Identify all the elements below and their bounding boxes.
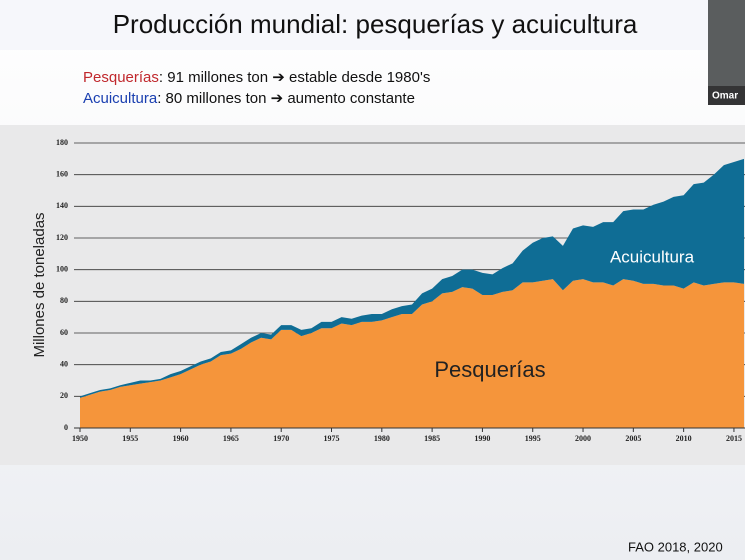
y-tick-label: 100 <box>56 264 68 273</box>
y-axis-label: Millones de toneladas <box>31 212 48 357</box>
y-tick-label: 140 <box>56 201 68 210</box>
source: FAO 2018, 2020 <box>628 539 723 554</box>
y-tick-label: 20 <box>60 391 68 400</box>
annotation-label: Acuicultura <box>83 90 158 107</box>
annotation: Acuicultura: 80 millones ton ➔ aumento c… <box>83 90 415 107</box>
y-tick-label: 120 <box>56 233 68 242</box>
y-tick-label: 160 <box>56 169 68 178</box>
series-label: Pesquerías <box>434 357 545 382</box>
page: {"chart_data": { "type": "area", "stacke… <box>0 0 745 560</box>
x-tick-label: 1990 <box>474 434 490 443</box>
x-tick-label: 2000 <box>575 434 591 443</box>
x-tick-label: 1975 <box>324 434 340 443</box>
x-tick-label: 1965 <box>223 434 239 443</box>
x-tick-label: 1995 <box>525 434 541 443</box>
annotation-text: : 91 millones ton ➔ estable desde 1980's <box>159 69 430 86</box>
y-tick-label: 0 <box>64 423 68 432</box>
slide-title: Producción mundial: pesquerías y acuicul… <box>113 9 638 39</box>
annotation-text: : 80 millones ton ➔ aumento constante <box>157 90 415 107</box>
slide: Producción mundial: pesquerías y acuicul… <box>0 0 745 560</box>
annotation: Pesquerías: 91 millones ton ➔ estable de… <box>83 69 430 86</box>
x-tick-label: 1955 <box>122 434 138 443</box>
x-tick-label: 1970 <box>273 434 289 443</box>
y-tick-label: 40 <box>60 359 68 368</box>
x-tick-label: 1960 <box>173 434 189 443</box>
x-tick-label: 2005 <box>625 434 641 443</box>
y-tick-label: 80 <box>60 296 68 305</box>
x-tick-label: 2015 <box>726 434 742 443</box>
annotation-label: Pesquerías <box>83 69 159 86</box>
x-tick-label: 2010 <box>676 434 692 443</box>
y-tick-label: 60 <box>60 328 68 337</box>
x-tick-label: 1980 <box>374 434 390 443</box>
y-tick-label: 180 <box>56 138 68 147</box>
x-tick-label: 1985 <box>424 434 440 443</box>
series-label: Acuicultura <box>610 247 695 266</box>
webcam-name: Omar <box>712 91 738 102</box>
x-tick-label: 1950 <box>72 434 88 443</box>
